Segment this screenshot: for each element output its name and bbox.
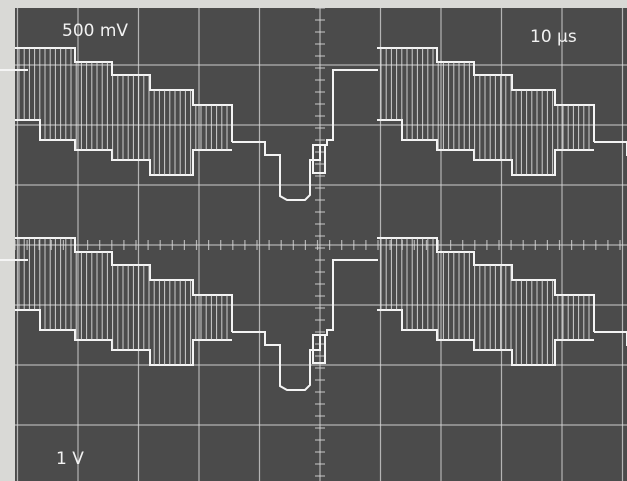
top-trace-scale: 500 mV xyxy=(62,21,128,41)
oscilloscope-screen: 500 mV 10 µs 1 V xyxy=(0,0,627,481)
timebase-scale: 10 µs xyxy=(530,27,577,47)
bottom-trace-scale: 1 V xyxy=(56,449,84,469)
